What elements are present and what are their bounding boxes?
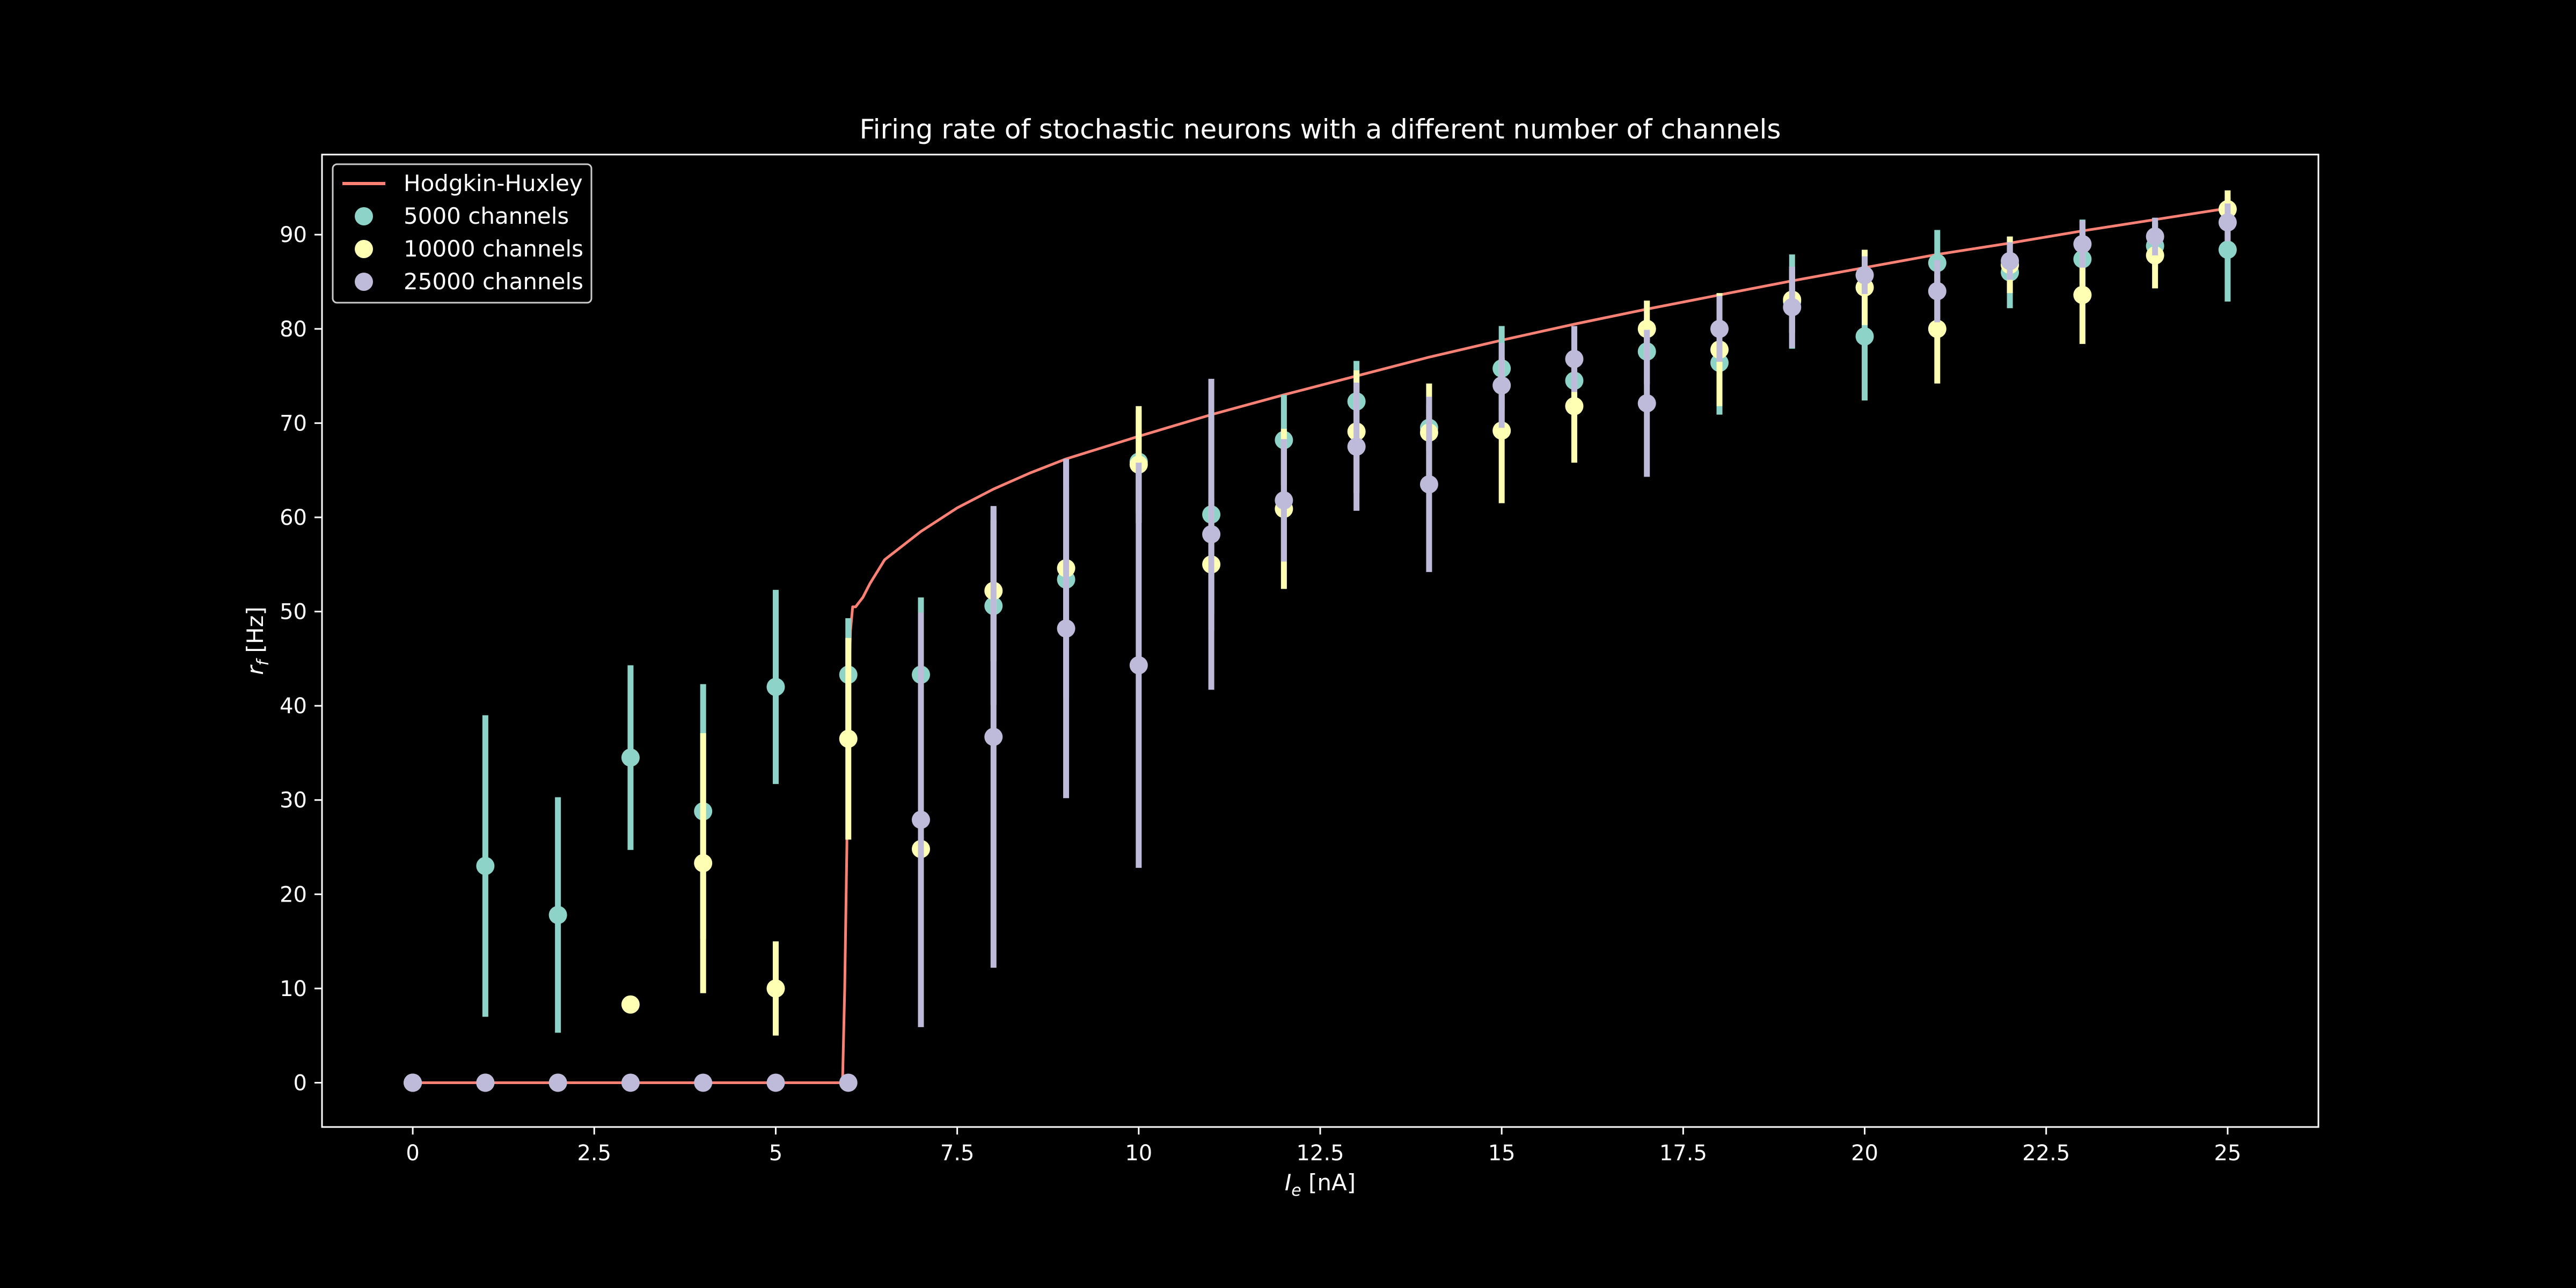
point-25000: [404, 1073, 422, 1092]
chart-title: Firing rate of stochastic neurons with a…: [860, 114, 1781, 145]
y-tick-label: 50: [280, 600, 307, 625]
y-tick-label: 60: [280, 506, 307, 530]
legend-25000-marker: [355, 273, 373, 291]
point-25000: [1783, 298, 1802, 317]
point-5000: [2218, 240, 2237, 259]
point-5000: [1855, 327, 1874, 346]
point-25000: [1057, 619, 1075, 638]
point-10000: [1492, 421, 1511, 440]
point-10000: [1565, 397, 1584, 415]
point-25000: [1419, 475, 1438, 494]
point-25000: [548, 1073, 567, 1092]
x-axis-label: Ie [nA]: [1285, 1169, 1356, 1200]
point-25000: [1928, 282, 1946, 301]
point-25000: [2146, 227, 2164, 246]
x-tick-label: 25: [2214, 1141, 2241, 1166]
y-tick-label: 80: [280, 317, 307, 342]
x-tick-label: 0: [406, 1141, 419, 1166]
point-25000: [1202, 525, 1221, 544]
point-10000: [694, 854, 713, 873]
x-tick-label: 7.5: [940, 1141, 975, 1166]
point-25000: [1492, 376, 1511, 395]
point-25000: [766, 1073, 785, 1092]
x-tick-label: 20: [1851, 1141, 1878, 1166]
point-10000: [2073, 286, 2092, 304]
point-25000: [1129, 656, 1148, 675]
point-10000: [839, 729, 858, 748]
legend-hh-label: Hodgkin-Huxley: [404, 170, 583, 196]
y-axis: 0 10 20 30 40 50 60 70 80 90: [280, 223, 322, 1095]
y-tick-label: 10: [280, 977, 307, 1001]
x-tick-label: 5: [769, 1141, 782, 1166]
point-10000: [621, 995, 640, 1014]
y-tick-label: 90: [280, 223, 307, 247]
y-axis-label: rf [Hz]: [242, 606, 273, 675]
y-tick-label: 70: [280, 411, 307, 436]
point-25000: [476, 1073, 495, 1092]
point-25000: [1565, 350, 1584, 369]
y-tick-label: 0: [294, 1071, 307, 1095]
y-tick-label: 30: [280, 788, 307, 813]
point-25000: [912, 810, 930, 829]
x-tick-label: 17.5: [1659, 1141, 1707, 1166]
point-25000: [1710, 319, 1729, 338]
point-25000: [694, 1073, 713, 1092]
plot-area: [404, 190, 2237, 1092]
point-25000: [839, 1073, 858, 1092]
legend-5000-label: 5000 channels: [404, 203, 569, 229]
point-25000: [2218, 213, 2237, 232]
legend-10000-label: 10000 channels: [404, 236, 583, 262]
point-10000: [1928, 319, 1946, 338]
plot-frame: [321, 153, 2319, 1128]
y-tick-label: 20: [280, 882, 307, 907]
legend-5000-marker: [355, 207, 373, 225]
point-25000: [621, 1073, 640, 1092]
legend-25000-label: 25000 channels: [404, 268, 583, 295]
y-tick-label: 40: [280, 694, 307, 719]
point-25000: [984, 728, 1003, 747]
x-axis: 0 2.5 5 7.5 10 12.5 15 17.5 20 22.5 25: [406, 1127, 2241, 1166]
point-5000: [766, 678, 785, 697]
x-tick-label: 15: [1488, 1141, 1516, 1166]
x-tick-label: 12.5: [1296, 1141, 1344, 1166]
point-25000: [1637, 394, 1656, 413]
point-10000: [766, 979, 785, 998]
legend-box: [332, 163, 592, 304]
legend: Hodgkin-Huxley 5000 channels 10000 chann…: [332, 163, 592, 304]
point-25000: [2001, 252, 2019, 270]
point-5000: [621, 748, 640, 767]
x-tick-label: 2.5: [577, 1141, 611, 1166]
point-25000: [1347, 437, 1366, 456]
point-25000: [1855, 266, 1874, 284]
point-25000: [1275, 491, 1293, 510]
x-tick-label: 10: [1125, 1141, 1152, 1166]
point-5000: [476, 857, 495, 875]
point-5000: [548, 905, 567, 924]
point-25000: [2073, 235, 2092, 253]
point-10000: [1637, 319, 1656, 338]
series-25000: [404, 203, 2237, 1092]
legend-10000-marker: [355, 240, 373, 258]
x-tick-label: 22.5: [2022, 1141, 2070, 1166]
